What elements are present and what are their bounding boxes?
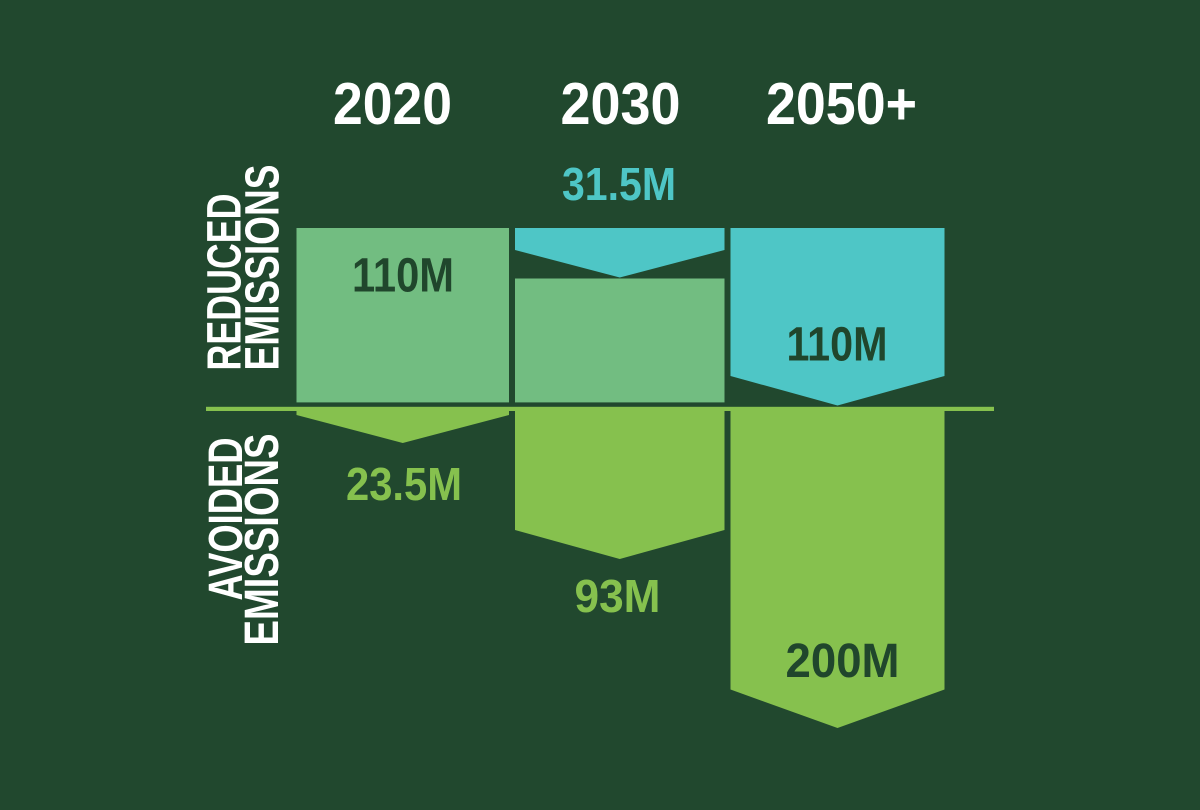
- svg-text:110M: 110M: [787, 319, 888, 372]
- svg-text:2050+: 2050+: [766, 71, 917, 137]
- svg-text:200M: 200M: [786, 635, 900, 688]
- svg-text:110M: 110M: [352, 250, 454, 303]
- svg-text:EMISSIONS: EMISSIONS: [237, 165, 290, 371]
- svg-text:AVOIDED: AVOIDED: [200, 438, 253, 601]
- svg-text:31.5M: 31.5M: [562, 158, 676, 210]
- svg-text:2020: 2020: [333, 71, 452, 137]
- svg-text:23.5M: 23.5M: [346, 458, 462, 510]
- svg-text:EMISSIONS: EMISSIONS: [236, 434, 289, 646]
- svg-text:REDUCED: REDUCED: [199, 194, 252, 371]
- svg-text:2030: 2030: [561, 71, 681, 137]
- svg-text:93M: 93M: [575, 570, 661, 622]
